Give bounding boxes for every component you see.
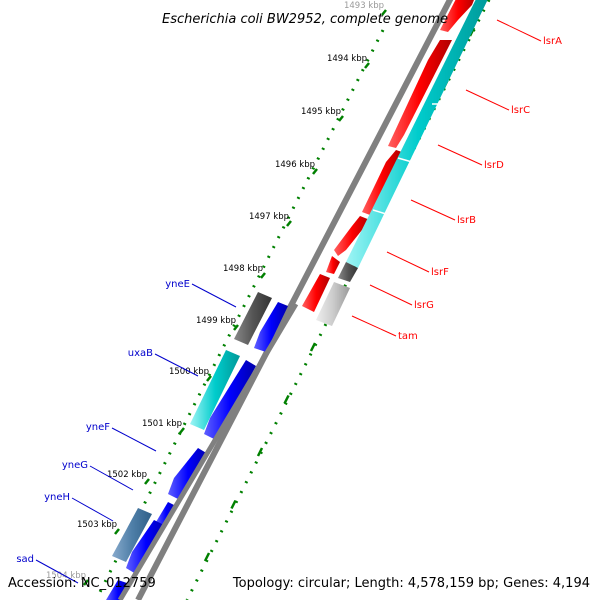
gene-label-lsrF[interactable]: lsrF [431, 267, 449, 278]
tick-mark [260, 272, 266, 279]
inner-tick [203, 552, 211, 562]
label-leader [465, 89, 510, 111]
gene-label-sad[interactable]: sad [16, 554, 34, 565]
tick-mark [338, 115, 344, 122]
gene-labels-left: yneE uxaB yneF yneG yneH sad [16, 279, 237, 584]
tick-mark [206, 375, 212, 382]
label-leader [351, 315, 397, 337]
gene-arrow-lsrA[interactable] [440, 0, 476, 32]
tick-mark [83, 579, 89, 586]
gene-label-yneH[interactable]: yneH [44, 492, 70, 503]
gene-label-lsrC[interactable]: lsrC [511, 105, 530, 116]
gene-label-uxaB[interactable]: uxaB [128, 348, 153, 359]
label-leader [154, 353, 199, 377]
tick-mark [312, 168, 318, 175]
gene-label-tam[interactable]: tam [398, 331, 418, 342]
forward-strand [302, 0, 476, 312]
label-leader [496, 19, 542, 42]
gene-arrow-yneG-rev[interactable] [156, 502, 176, 526]
genome-backbone [135, 0, 454, 600]
gene-box-lsrG[interactable] [338, 262, 358, 282]
inner-tick [230, 499, 237, 510]
label-leader [191, 283, 237, 308]
inner-tick [309, 342, 317, 352]
tick-label: 1500 kbp [169, 367, 209, 377]
tick-mark [381, 9, 387, 16]
gene-label-yneF[interactable]: yneF [86, 422, 110, 433]
gene-arrow-tam[interactable] [302, 274, 330, 312]
scale-ticks [83, 9, 387, 586]
gene-label-lsrB[interactable]: lsrB [457, 215, 476, 226]
gene-arrow-sad-rev[interactable] [106, 580, 130, 600]
gene-arrow-lsrB[interactable] [334, 216, 370, 256]
tick-mark [233, 324, 239, 331]
tick-label: 1501 kbp [142, 419, 182, 429]
accession-text: Accession: NC_012759 [8, 576, 156, 591]
tick-mark [286, 220, 292, 227]
tick-mark [179, 427, 185, 434]
tick-label: 1494 kbp [327, 54, 367, 64]
gene-label-lsrD[interactable]: lsrD [484, 160, 504, 171]
label-leader [386, 251, 430, 273]
label-leader [35, 559, 79, 584]
label-leader [410, 199, 456, 221]
tick-label: 1495 kbp [301, 107, 341, 117]
tick-mark [114, 528, 120, 535]
tick-label: 1502 kbp [107, 470, 147, 480]
gene-label-lsrA[interactable]: lsrA [543, 36, 562, 47]
inner-tick [283, 394, 290, 405]
gene-label-yneE[interactable]: yneE [165, 279, 190, 290]
tick-mark [144, 478, 150, 485]
tick-label: 1496 kbp [275, 160, 315, 170]
inner-tick [256, 447, 264, 457]
gene-arrow-lsrF[interactable] [326, 256, 340, 274]
gene-label-lsrG[interactable]: lsrG [414, 300, 434, 311]
gene-arrow-yneF-rev[interactable] [168, 448, 208, 500]
label-leader [111, 427, 157, 452]
tick-mark [364, 62, 370, 69]
tick-label: 1499 kbp [196, 316, 236, 326]
tick-label: 1503 kbp [77, 520, 117, 530]
gene-box-light[interactable] [316, 282, 350, 326]
gene-box-yneE[interactable] [234, 292, 272, 345]
tick-label: 1498 kbp [223, 264, 263, 274]
gene-arrow-lsrD[interactable] [362, 150, 402, 215]
map-title: Escherichia coli BW2952, complete genome [162, 12, 448, 27]
label-leader [369, 284, 413, 306]
reverse-strand [106, 292, 288, 600]
band-divider [372, 209, 387, 215]
gene-box-uxaB[interactable] [190, 350, 240, 430]
label-leader [437, 144, 483, 166]
gene-arrow-yneE-rev[interactable] [254, 302, 288, 352]
topology-summary: Topology: circular; Length: 4,578,159 bp… [232, 576, 590, 591]
rna-band-right [346, 0, 488, 268]
gene-arrow-lsrC[interactable] [388, 40, 452, 148]
gene-label-yneG[interactable]: yneG [62, 460, 88, 471]
gene-arrow-uxaB-rev[interactable] [204, 360, 256, 440]
tick-label: 1493 kbp [344, 1, 384, 11]
tick-label: 1497 kbp [249, 212, 289, 222]
gene-labels-right: lsrA lsrC lsrD lsrB lsrF lsrG tam [351, 19, 562, 342]
inner-backbone [117, 302, 299, 600]
gene-arrow-yneH-rev[interactable] [126, 520, 166, 574]
label-leader [89, 465, 134, 491]
band-divider [397, 157, 413, 163]
gene-box-yneH[interactable] [112, 508, 152, 562]
label-leader [71, 497, 114, 522]
